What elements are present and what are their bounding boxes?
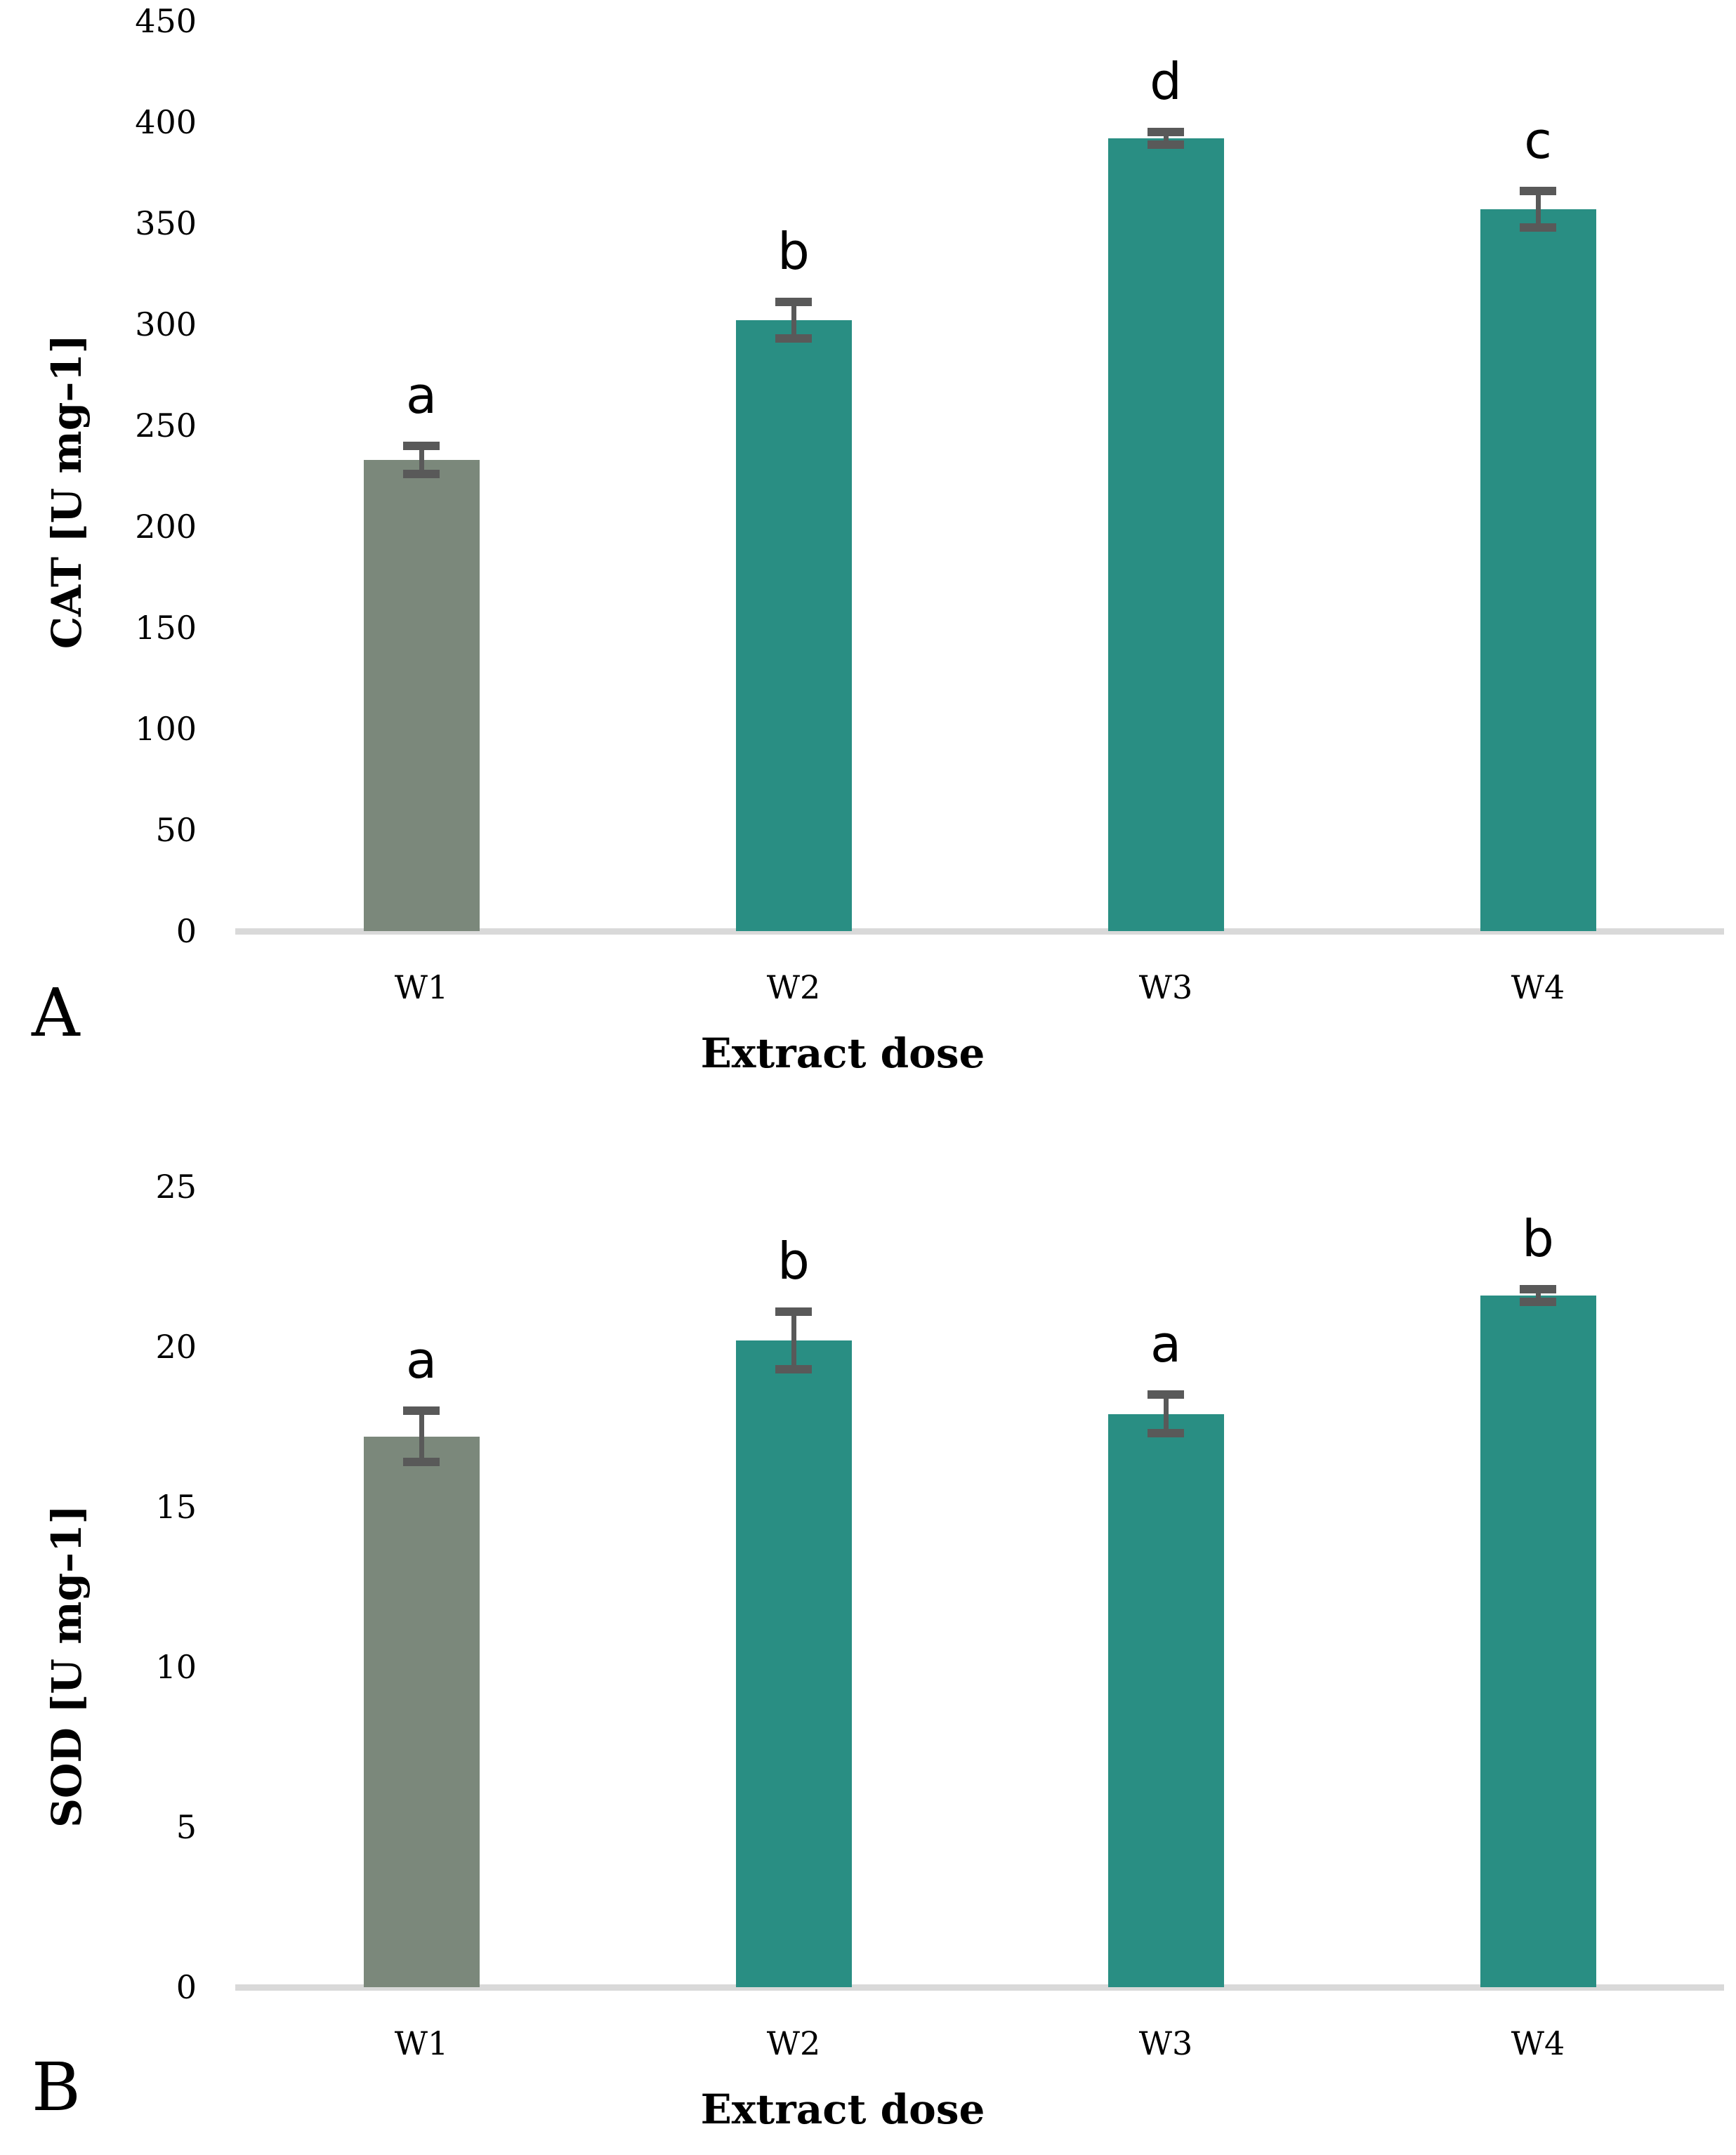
error-bar-bottom-cap [403,1458,440,1467]
bar-w3 [1107,1413,1224,1987]
x-axis-line [235,928,1724,935]
sig-letter: b [777,1231,810,1291]
x-tick-label: W4 [1511,2024,1565,2062]
error-bar-top-cap [775,298,812,307]
y-tick-label: 300 [135,305,197,343]
error-bar-top-cap [1520,1284,1556,1293]
sig-letter: a [405,365,438,425]
sig-letter: c [1524,110,1552,170]
x-tick-label: W3 [1138,968,1193,1006]
y-tick-label: 0 [176,1968,197,2006]
x-axis-title-b: Extract dose [700,2085,985,2133]
error-bar-line [1535,190,1541,228]
error-bar-line [419,1411,424,1463]
bar-w4 [1480,209,1596,931]
error-bar-line [419,445,424,475]
bar-w2 [735,1340,852,1987]
x-axis-title-a: Extract dose [700,1029,985,1077]
sig-letter: d [1150,52,1182,112]
y-tick-label: 5 [176,1808,197,1846]
x-tick-label: W2 [766,2024,821,2062]
error-bar-top-cap [775,1307,812,1316]
error-bar-top-cap [403,1406,440,1416]
error-bar-bottom-cap [1520,223,1556,232]
error-bar-bottom-cap [775,1364,812,1373]
sig-letter: b [777,222,810,282]
y-tick-label: 20 [155,1328,197,1366]
error-bar-bottom-cap [1148,140,1184,149]
y-tick-label: 450 [135,2,197,40]
error-bar-line [1163,132,1169,145]
sig-letter: a [1150,1314,1182,1374]
error-bar-top-cap [403,441,440,450]
panel-letter-a: A [32,975,80,1052]
error-bar-top-cap [1148,128,1184,137]
bar-w3 [1107,138,1224,931]
error-bar-line [791,302,796,339]
y-tick-label: 0 [176,912,197,950]
y-tick-label: 400 [135,103,197,141]
x-tick-label: W3 [1138,2024,1193,2062]
y-tick-label: 25 [155,1168,197,1206]
y-tick-label: 15 [155,1488,197,1526]
error-bar-bottom-cap [1148,1429,1184,1438]
sig-letter: b [1522,1208,1554,1268]
error-bar-top-cap [1148,1390,1184,1399]
y-tick-label: 100 [135,710,197,748]
error-bar-top-cap [1520,186,1556,195]
bar-w4 [1480,1296,1596,1987]
y-tick-label: 10 [155,1648,197,1686]
error-bar-bottom-cap [1520,1298,1556,1307]
y-tick-label: 150 [135,609,197,647]
bar-w1 [363,1436,480,1987]
bar-w2 [735,320,852,931]
error-bar-line [791,1311,796,1369]
y-tick-label: 350 [135,204,197,242]
bar-w1 [363,459,480,931]
x-tick-label: W1 [394,2024,449,2062]
x-tick-label: W2 [766,968,821,1006]
error-bar-line [1163,1395,1169,1434]
error-bar-bottom-cap [775,334,812,343]
sig-letter: a [405,1331,438,1390]
x-tick-label: W1 [394,968,449,1006]
panel-letter-b: B [32,2049,81,2126]
error-bar-bottom-cap [403,470,440,479]
y-tick-label: 50 [155,811,197,849]
y-tick-label: 250 [135,407,197,444]
error-bar-line [1535,1289,1541,1303]
x-axis-line [235,1984,1724,1991]
y-tick-label: 200 [135,508,197,546]
x-tick-label: W4 [1511,968,1565,1006]
